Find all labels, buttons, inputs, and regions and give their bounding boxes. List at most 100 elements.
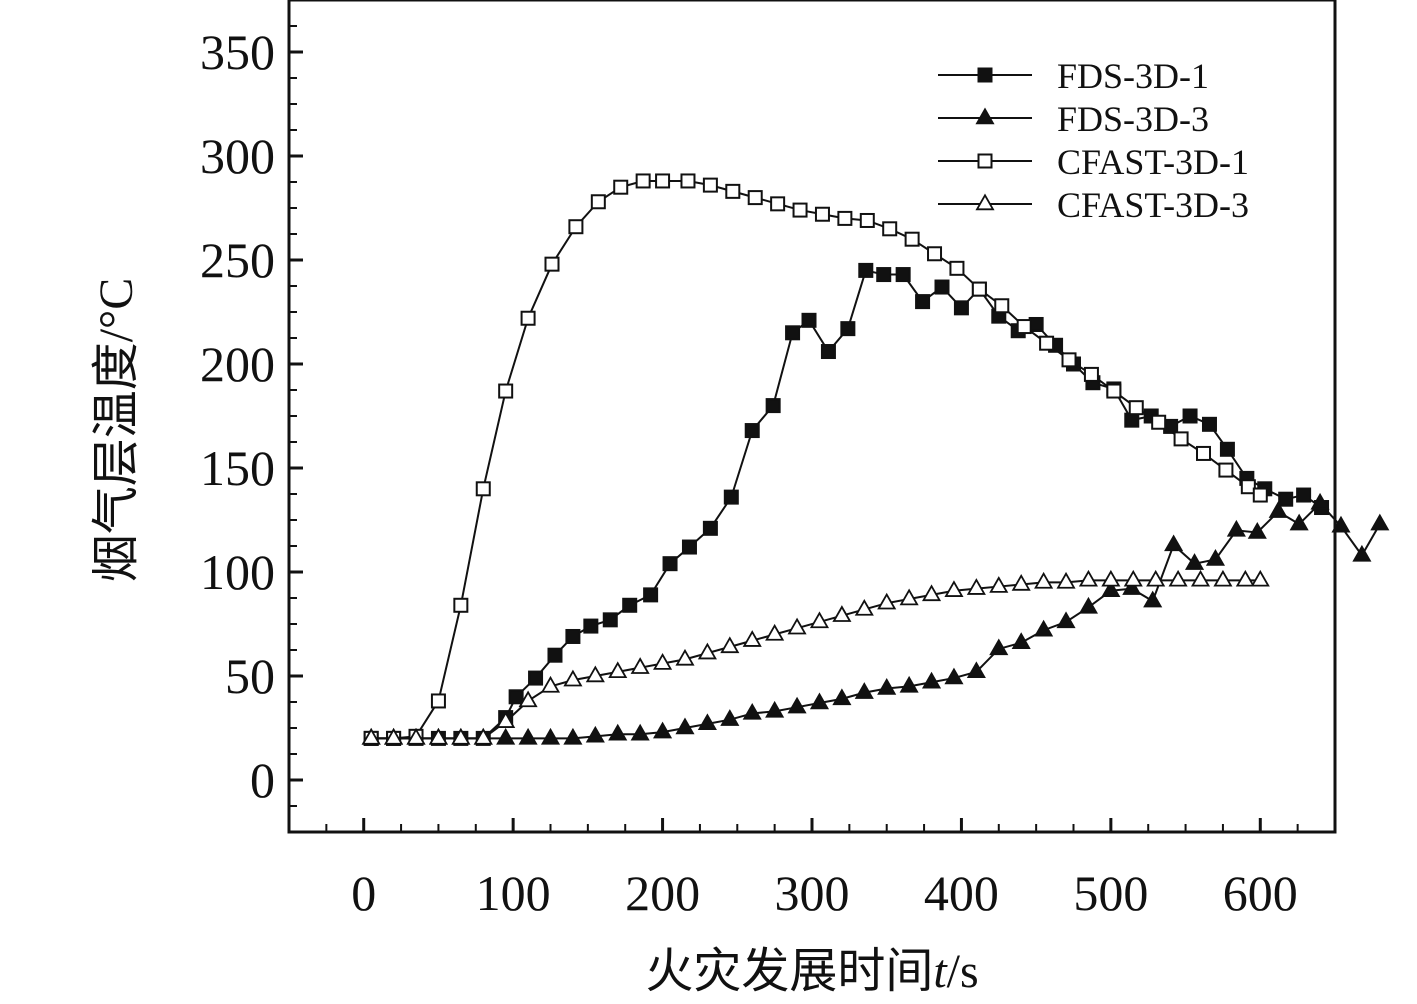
series-line <box>371 269 1323 740</box>
legend-marker <box>975 193 995 211</box>
data-point <box>809 692 830 710</box>
data-point <box>697 713 717 731</box>
data-point <box>1173 431 1189 447</box>
legend-marker <box>975 107 995 125</box>
data-point <box>921 671 942 689</box>
data-point <box>915 294 931 310</box>
data-point <box>1205 549 1226 566</box>
data-point <box>1268 501 1288 518</box>
data-point <box>1128 400 1144 416</box>
data-point <box>544 256 560 272</box>
data-point <box>742 630 762 647</box>
data-point <box>801 312 817 328</box>
data-point <box>877 592 897 610</box>
data-point <box>518 690 538 708</box>
data-point <box>934 279 950 295</box>
data-point <box>680 173 696 189</box>
data-point <box>1146 569 1166 587</box>
data-point <box>1370 513 1390 531</box>
data-point <box>899 675 919 693</box>
data-point <box>508 689 524 705</box>
data-point <box>1011 632 1031 649</box>
data-point <box>832 605 852 622</box>
data-point <box>643 587 659 603</box>
data-point <box>1034 619 1054 637</box>
y-tick-label: 100 <box>200 544 275 600</box>
y-tick-label: 300 <box>200 128 275 184</box>
data-point <box>966 661 986 679</box>
data-point <box>742 702 762 720</box>
data-point <box>590 194 606 210</box>
data-point <box>547 647 563 663</box>
data-point <box>630 723 650 741</box>
data-point <box>608 723 628 741</box>
data-point <box>681 539 697 555</box>
data-point <box>528 670 544 686</box>
data-point <box>1278 491 1294 507</box>
x-tick-label: 100 <box>476 865 551 921</box>
data-point <box>540 727 561 745</box>
data-point <box>1056 571 1076 589</box>
data-point <box>989 576 1009 593</box>
data-point <box>1250 569 1270 587</box>
data-point <box>1219 441 1235 457</box>
data-point <box>428 727 448 745</box>
x-tick-label: 300 <box>775 865 850 921</box>
data-point <box>989 638 1009 656</box>
data-point <box>520 310 536 326</box>
series-cfast-3d-1 <box>363 173 1268 746</box>
data-point <box>475 481 491 497</box>
data-point <box>895 267 911 283</box>
data-point <box>496 727 516 745</box>
data-point <box>1352 544 1372 562</box>
data-point <box>787 696 807 714</box>
data-point <box>820 344 836 360</box>
data-point <box>854 598 874 616</box>
data-point <box>568 219 584 235</box>
series-layer <box>361 173 1390 746</box>
data-point <box>384 727 404 745</box>
data-point <box>1331 515 1351 533</box>
data-point <box>882 221 898 237</box>
data-point <box>563 669 583 687</box>
data-point <box>832 688 852 706</box>
data-point <box>653 721 673 739</box>
data-point <box>630 657 650 674</box>
series-line <box>371 179 1261 740</box>
data-point <box>1289 513 1309 531</box>
data-point <box>1011 573 1031 591</box>
data-point <box>1196 445 1212 461</box>
data-point <box>622 597 638 613</box>
y-tick-label: 150 <box>200 440 275 496</box>
series-fds-3d-1 <box>363 262 1330 746</box>
x-tick-label: 600 <box>1223 865 1298 921</box>
legend-item: FDS-3D-3 <box>938 99 1209 139</box>
data-point <box>921 584 942 602</box>
data-point <box>1061 352 1077 368</box>
data-point <box>1124 412 1140 428</box>
y-tick-label: 250 <box>200 232 275 288</box>
legend-item: FDS-3D-1 <box>938 56 1209 96</box>
data-point <box>785 325 801 341</box>
data-point <box>1078 596 1098 614</box>
data-point <box>723 489 739 505</box>
data-point <box>498 383 514 399</box>
data-point <box>966 578 986 595</box>
data-point <box>720 636 740 654</box>
data-point <box>1122 578 1142 595</box>
data-point <box>662 556 678 572</box>
data-point <box>702 520 718 536</box>
data-point <box>1213 569 1233 587</box>
data-point <box>814 206 830 222</box>
data-point <box>585 665 605 683</box>
data-point <box>1078 569 1098 587</box>
data-point <box>765 700 785 718</box>
data-point <box>406 727 426 745</box>
data-point <box>635 173 651 189</box>
x-axis-title: 火灾发展时间t/s <box>645 945 978 998</box>
data-point <box>563 727 583 745</box>
data-point <box>1101 569 1121 587</box>
data-point <box>1296 487 1312 503</box>
